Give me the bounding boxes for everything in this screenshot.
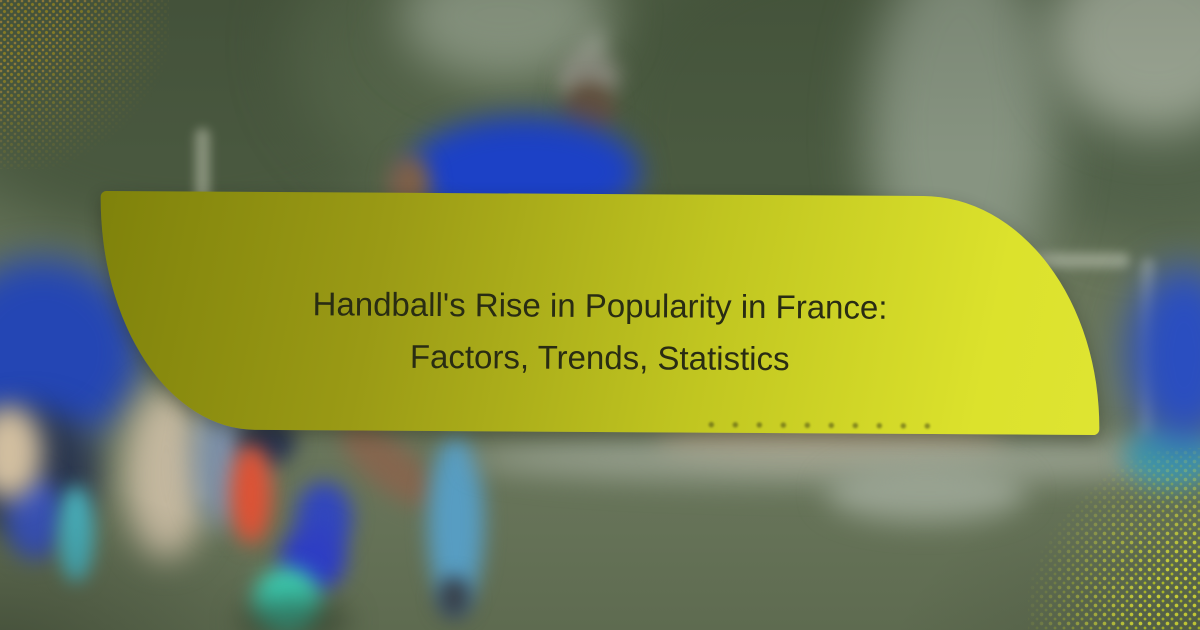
halftone-pattern-bottom-right bbox=[1028, 448, 1200, 630]
sky-patch bbox=[400, 0, 610, 80]
title-banner: Handball's Rise in Popularity in France:… bbox=[99, 190, 1101, 436]
title-line-2: Factors, Trends, Statistics bbox=[409, 337, 790, 378]
goal-post bbox=[1141, 258, 1155, 438]
player-shoe bbox=[280, 526, 346, 592]
sky-patch bbox=[1048, 0, 1200, 130]
field-light-band bbox=[470, 434, 1200, 484]
training-pole-tip bbox=[436, 576, 472, 620]
player-sock bbox=[296, 482, 352, 554]
tree-foliage bbox=[1000, 0, 1200, 240]
player-teal-shoe bbox=[254, 568, 320, 630]
training-pole bbox=[428, 436, 484, 610]
halftone-pattern-top-left bbox=[0, 0, 169, 169]
training-cone bbox=[230, 444, 272, 544]
training-pole bbox=[58, 486, 94, 582]
player-hair bbox=[560, 56, 620, 98]
left-player-sock bbox=[6, 478, 64, 560]
left-player-shorts bbox=[0, 408, 100, 533]
background-figure bbox=[124, 388, 208, 560]
title-line-1: Handball's Rise in Popularity in France: bbox=[312, 285, 888, 326]
background-figure bbox=[0, 406, 42, 500]
field-line-blur bbox=[826, 462, 1026, 522]
article-title: Handball's Rise in Popularity in France:… bbox=[100, 277, 1101, 387]
player-head bbox=[563, 82, 615, 136]
tree-foliage bbox=[290, 0, 720, 200]
ground-shadow bbox=[238, 598, 350, 630]
cyan-equipment bbox=[1124, 424, 1200, 488]
right-player-jersey bbox=[1128, 266, 1200, 444]
background-streak bbox=[559, 23, 613, 101]
banner-edge-smudges bbox=[699, 420, 940, 431]
